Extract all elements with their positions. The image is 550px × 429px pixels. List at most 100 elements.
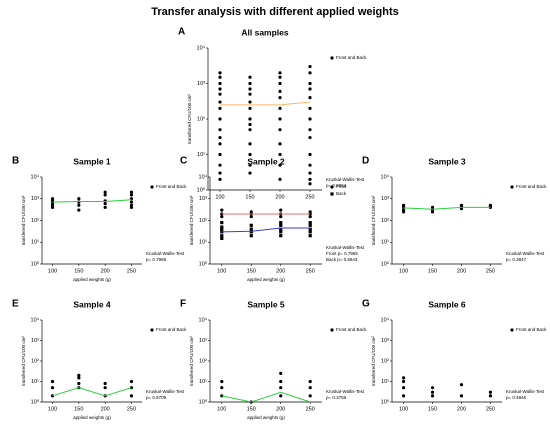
point <box>77 203 81 207</box>
point <box>401 394 406 398</box>
x-tick-label: 100 <box>48 268 57 274</box>
y-tick-label: 10⁴ <box>199 316 208 323</box>
point <box>308 215 312 219</box>
point <box>278 152 282 157</box>
x-tick-label: 150 <box>428 406 437 412</box>
point <box>129 193 134 197</box>
point <box>308 117 312 121</box>
point <box>308 64 312 69</box>
point <box>103 193 107 197</box>
test-label: Kruskal-Wallis-Test <box>326 389 365 394</box>
point <box>278 106 282 110</box>
point <box>278 75 282 79</box>
y-tick-label: 10³ <box>31 338 39 344</box>
median-line <box>403 206 491 210</box>
point <box>220 215 224 219</box>
y-tick-label: 10⁰ <box>199 398 208 405</box>
point <box>308 230 312 234</box>
point <box>488 390 493 394</box>
test-label: Kruskal-Wallis-Test <box>326 245 365 250</box>
point <box>308 96 312 100</box>
point <box>248 92 252 96</box>
panel-title: Sample 6 <box>428 299 466 309</box>
panel-title: Sample 1 <box>73 156 111 166</box>
point <box>218 100 222 104</box>
panel-title: Sample 3 <box>428 156 466 166</box>
x-tick-label: 150 <box>247 268 256 274</box>
legend-marker <box>510 328 514 332</box>
y-tick-label: 10¹ <box>31 379 39 385</box>
point <box>220 208 224 212</box>
x-axis-label: applied weights (g) <box>73 277 111 282</box>
point <box>401 379 406 384</box>
legend-label: Front and Back <box>516 327 547 332</box>
y-axis-label: transferred CFU/100 cm² <box>21 195 26 245</box>
point <box>220 236 224 241</box>
legend-label: Back <box>336 191 347 196</box>
point <box>308 182 312 186</box>
x-tick-label: 250 <box>127 268 136 274</box>
point <box>401 376 406 380</box>
p-value: p= 0.9964 <box>326 183 347 188</box>
y-tick-label: 10⁰ <box>381 260 390 267</box>
x-axis-label: applied weights (g) <box>247 415 285 420</box>
x-tick-label: 150 <box>74 268 83 274</box>
point <box>77 376 81 380</box>
x-tick-label: 150 <box>247 406 256 412</box>
y-tick-label: 10³ <box>31 196 39 202</box>
point <box>278 163 282 167</box>
y-tick-label: 10¹ <box>31 240 39 246</box>
x-tick-label: 250 <box>305 194 314 200</box>
y-tick-label: 10⁰ <box>31 260 40 267</box>
x-axis-label: applied weights (g) <box>73 415 111 420</box>
x-tick-label: 200 <box>101 268 110 274</box>
point <box>103 201 107 206</box>
point <box>459 383 464 387</box>
panel: F Sample 5 10⁰ 10¹ 10² 10³ 10⁴ 100 150 200 250 tran… <box>180 299 367 421</box>
p-value: p= 0.3847 <box>506 257 527 262</box>
point <box>50 205 55 210</box>
median-line <box>220 101 311 106</box>
legend-label: Front and Back <box>156 327 187 332</box>
x-tick-label: 200 <box>276 268 285 274</box>
point <box>103 386 107 390</box>
x-tick-label: 100 <box>215 194 224 200</box>
point <box>278 71 282 75</box>
panel-title: Sample 2 <box>247 156 285 166</box>
point <box>308 163 312 167</box>
y-tick-label: 10² <box>381 358 389 364</box>
y-tick-label: 10¹ <box>199 379 207 385</box>
point <box>278 96 282 100</box>
point <box>278 128 282 132</box>
point <box>218 171 222 175</box>
point <box>401 210 406 214</box>
x-tick-label: 250 <box>486 268 495 274</box>
y-axis-label: transferred CFU/100 cm² <box>371 336 376 386</box>
point <box>77 381 81 386</box>
y-axis-label: transferred CFU/100 cm² <box>187 94 192 144</box>
point <box>248 171 252 175</box>
point <box>248 142 252 146</box>
y-axis-label: transferred CFU/100 cm² <box>189 336 194 386</box>
point <box>249 223 253 227</box>
p-value: p= 0.4846 <box>506 395 527 400</box>
point <box>248 106 252 110</box>
y-tick-label: 10² <box>199 358 207 364</box>
p-value: Front p= 0.7965 <box>326 251 358 256</box>
y-tick-label: 10⁴ <box>31 316 40 323</box>
point <box>279 227 283 231</box>
x-tick-label: 150 <box>74 406 83 412</box>
panel-letter: F <box>180 299 186 310</box>
p-value: p= 0.7985 <box>146 257 167 262</box>
x-tick-label: 100 <box>217 268 226 274</box>
point <box>279 379 283 384</box>
legend-marker <box>330 328 334 332</box>
point <box>249 230 253 234</box>
legend-label: Front and Back <box>336 55 367 60</box>
point <box>218 75 222 79</box>
point <box>218 135 222 140</box>
panel-title: All samples <box>241 27 289 37</box>
point <box>218 81 222 86</box>
point <box>279 234 283 238</box>
point <box>308 221 312 225</box>
